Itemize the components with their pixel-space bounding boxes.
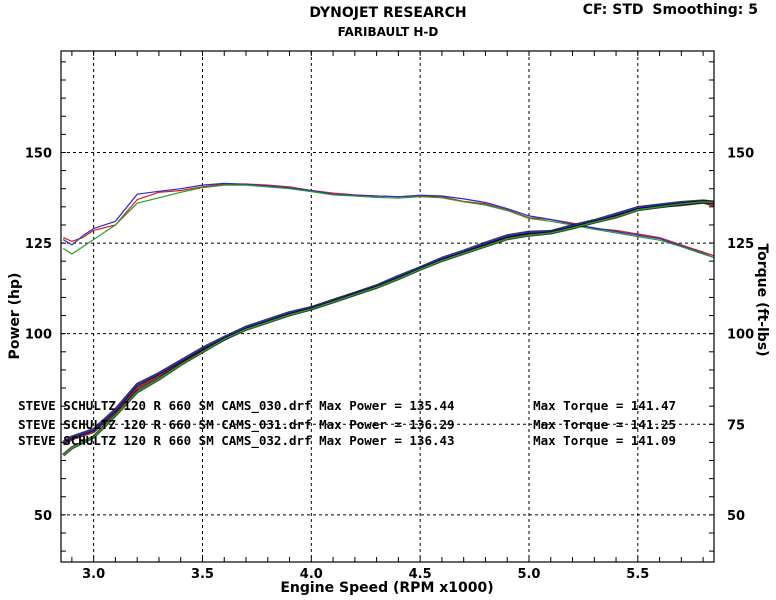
legend-entry-032: STEVE SCHULTZ 120 R 660 SM CAMS_032.drf …: [3, 418, 676, 448]
x-tick-label-3: 4.5: [409, 567, 432, 582]
y-right-tick-label-4: 150: [727, 146, 754, 161]
y-right-tick-label-1: 75: [727, 418, 745, 433]
x-tick-label-4: 5.0: [517, 567, 540, 582]
torque-series-line-0: [62, 183, 715, 257]
y-right-tick-label-2: 100: [727, 328, 754, 343]
y-left-tick-label-2: 100: [25, 328, 52, 343]
y-left-tick-label-4: 150: [25, 146, 52, 161]
x-axis-label: Engine Speed (RPM x1000): [280, 580, 493, 596]
y-axis-label-left: Power (hp): [7, 273, 23, 360]
grid-layer: [61, 51, 714, 562]
legend-entry-031: STEVE SCHULTZ 120 R 660 SM CAMS_031.drf …: [3, 402, 676, 432]
y-axis-label-right: Torque (ft-lbs): [754, 243, 770, 356]
torque-series-line-1: [62, 182, 715, 259]
torque-series-line-2: [62, 184, 715, 259]
legend-torque-032: Max Torque = 141.09: [533, 433, 677, 448]
tick-labels: 3.0 3.5 4.0 4.5 5.0 5.5 50 50 75 100 100 125 125 150 1…: [25, 146, 754, 582]
y-right-tick-label-0: 50: [727, 509, 745, 524]
power-series-line-5: [62, 201, 715, 456]
x-tick-label-5: 5.5: [626, 567, 649, 582]
legend-file-030: STEVE SCHULTZ 120 R 660 SM CAMS_030.drf …: [18, 398, 455, 413]
power-series-line-4: [62, 200, 715, 443]
legend-torque-031: Max Torque = 141.25: [533, 417, 677, 432]
chart-subtitle: FARIBAULT H-D: [337, 25, 439, 39]
legend-file-031: STEVE SCHULTZ 120 R 660 SM CAMS_031.drf …: [18, 417, 455, 432]
x-tick-label-1: 3.5: [191, 567, 214, 582]
x-tick-label-2: 4.0: [300, 567, 323, 582]
smoothing-label: Smoothing: 5: [652, 2, 758, 18]
legend-torque-030: Max Torque = 141.47: [533, 398, 677, 413]
series-layer: [62, 182, 715, 457]
cf-label: CF: STD: [582, 2, 644, 18]
chart-title: DYNOJET RESEARCH: [309, 5, 467, 21]
x-tick-label-0: 3.0: [82, 567, 105, 582]
y-left-tick-label-0: 50: [34, 509, 52, 524]
plot-frame: [60, 50, 715, 563]
y-left-tick-label-3: 125: [25, 237, 52, 252]
legend-entry-030: STEVE SCHULTZ 120 R 660 SM CAMS_030.drf …: [3, 383, 676, 413]
y-right-tick-label-3: 125: [727, 237, 754, 252]
legend-file-032: STEVE SCHULTZ 120 R 660 SM CAMS_032.drf …: [18, 433, 455, 448]
correction-info: CF: STD Smoothing: 5: [579, 2, 758, 18]
